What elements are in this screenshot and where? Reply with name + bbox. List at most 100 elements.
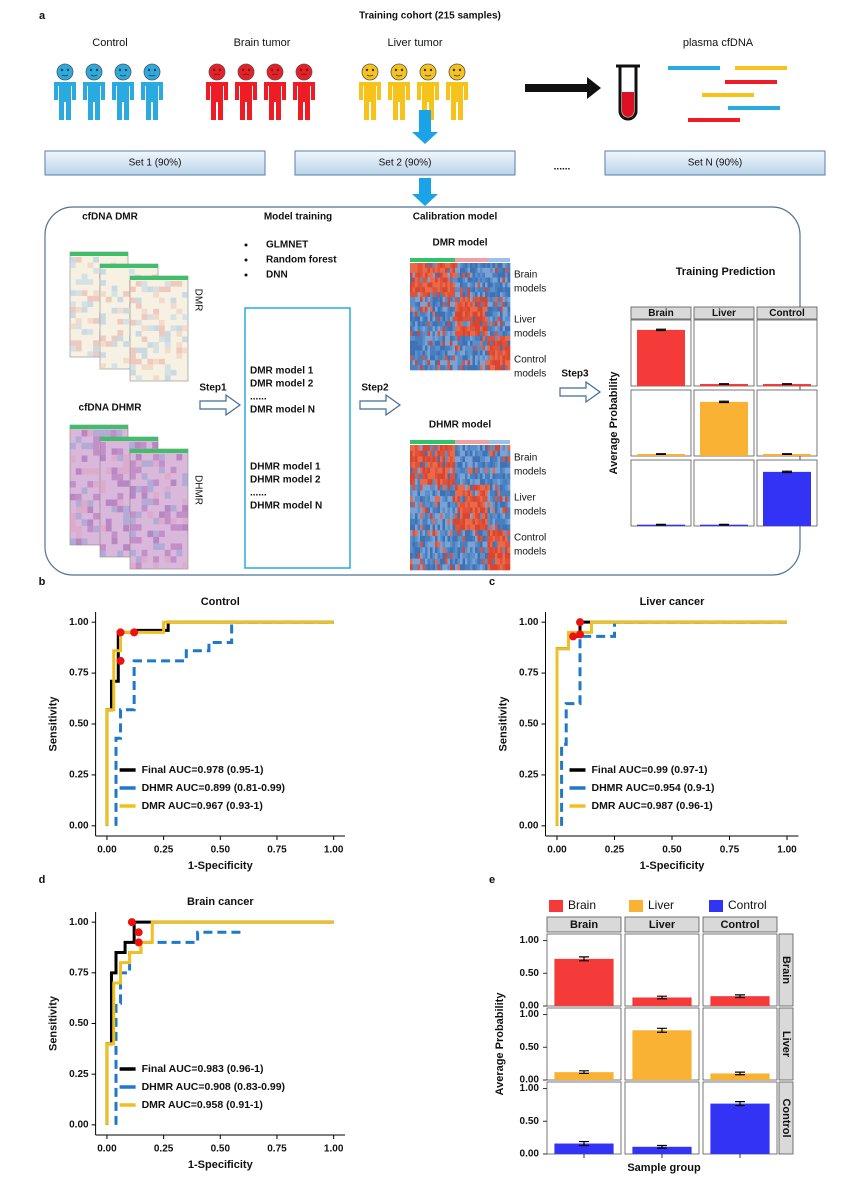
- heatmap-cell: [422, 316, 426, 322]
- heatmap-cell: [420, 287, 423, 293]
- heatmap-cell: [492, 530, 496, 537]
- heatmap-cell: [425, 350, 428, 356]
- heatmap-cell: [164, 369, 171, 376]
- heatmap-cell: [497, 479, 501, 486]
- heatmap-cell: [159, 331, 165, 337]
- heatmap-cell: [410, 518, 413, 525]
- heatmap-cell: [500, 292, 503, 298]
- heatmap-cell: [460, 321, 463, 327]
- heatmap-cell: [420, 462, 423, 469]
- heatmap-cell: [460, 301, 463, 308]
- heatmap-cell: [480, 355, 483, 361]
- heatmap-cell: [417, 541, 421, 548]
- heatmap-cell: [130, 460, 136, 467]
- heatmap-cell: [495, 456, 498, 463]
- heatmap-cell: [147, 342, 154, 348]
- heatmap-cell: [425, 535, 428, 542]
- y-tick-label: 0.00: [520, 1149, 540, 1160]
- heatmap-cell: [450, 331, 453, 337]
- heatmap-cell: [485, 558, 488, 565]
- heatmap-cell: [410, 456, 413, 463]
- heatmap-cell: [472, 287, 476, 293]
- person-body: [235, 82, 257, 120]
- mouth: [61, 74, 69, 77]
- heatmap-cell: [502, 345, 506, 351]
- person-body: [359, 82, 381, 120]
- heatmap-cell: [507, 350, 511, 356]
- heatmap-cell: [492, 558, 496, 565]
- heatmap-cell: [475, 501, 478, 508]
- heatmap-cell: [415, 335, 418, 342]
- heatmap-cell: [420, 292, 423, 298]
- heatmap-cell: [470, 267, 473, 274]
- heatmap-cell: [425, 326, 428, 332]
- heatmap-cell: [462, 287, 466, 293]
- heatmap-cell: [467, 462, 471, 469]
- heatmap-cell: [462, 321, 466, 327]
- heatmap-cell: [490, 473, 493, 480]
- heatmap-cell: [81, 329, 88, 335]
- heatmap-cell: [447, 277, 451, 283]
- heatmap-cell: [430, 558, 433, 565]
- heatmap-cell: [450, 335, 453, 342]
- heatmap-cell: [480, 490, 483, 497]
- facet-panel: [624, 1081, 700, 1155]
- heatmap-cell: [111, 467, 118, 474]
- heatmap-cell: [462, 445, 466, 451]
- heatmap-cell: [117, 499, 124, 506]
- heatmap-cell: [472, 326, 476, 332]
- error-bar: [735, 1071, 745, 1076]
- heatmap-cell: [462, 524, 466, 531]
- heatmap-cell: [440, 484, 443, 491]
- heatmap-cell: [425, 473, 428, 480]
- heatmap-cell: [432, 552, 436, 559]
- heatmap-cell: [470, 345, 473, 351]
- heatmap-cell: [117, 454, 124, 462]
- heatmap-cell: [447, 292, 451, 298]
- heatmap-cell: [450, 360, 453, 366]
- heatmap-cell: [477, 311, 481, 317]
- heatmap-cell: [457, 292, 461, 298]
- heatmap-cell: [75, 290, 82, 296]
- heatmap-cell: [487, 360, 491, 366]
- heatmap-cell: [437, 450, 441, 457]
- panel-label: d: [39, 874, 46, 886]
- heatmap-cell: [420, 507, 423, 514]
- roc-curve: [105, 620, 334, 826]
- heatmap-cell: [442, 267, 446, 274]
- heatmap-cell: [440, 316, 443, 322]
- heatmap-cell: [117, 467, 124, 474]
- heatmap-cell: [502, 316, 506, 322]
- heatmap-cell: [432, 355, 436, 361]
- heatmap-cell: [412, 530, 416, 537]
- heatmap-cell: [452, 564, 456, 571]
- heatmap-cell: [477, 530, 481, 537]
- heatmap-cell: [460, 501, 463, 508]
- heatmap-cell: [422, 340, 426, 346]
- x-tick-label: 0.50: [211, 845, 231, 856]
- heatmap-cell: [475, 513, 478, 520]
- heatmap-cell: [427, 496, 431, 503]
- heatmap-cell: [420, 552, 423, 559]
- heatmap-cell: [435, 321, 438, 327]
- heatmap-cell: [505, 292, 508, 298]
- heatmap-cell: [507, 272, 511, 278]
- heatmap-cell: [457, 456, 461, 463]
- heatmap-cell: [442, 355, 446, 361]
- heatmap-cell: [495, 473, 498, 480]
- heatmap-cell: [465, 450, 468, 457]
- heatmap-cell: [480, 301, 483, 308]
- heatmap-cell: [425, 513, 428, 520]
- heatmap-cell: [412, 479, 416, 486]
- heatmap-cell: [412, 340, 416, 346]
- heatmap-cell: [465, 456, 468, 463]
- heatmap-cell: [502, 552, 506, 559]
- heatmap-cell: [447, 365, 451, 371]
- heatmap-cell: [415, 501, 418, 508]
- heatmap-cell: [450, 552, 453, 559]
- y-axis-label: Sensitivity: [497, 696, 509, 752]
- heatmap-cell: [477, 541, 481, 548]
- heatmap-cell: [415, 558, 418, 565]
- heatmap-cell: [447, 297, 451, 303]
- mouth: [366, 74, 374, 77]
